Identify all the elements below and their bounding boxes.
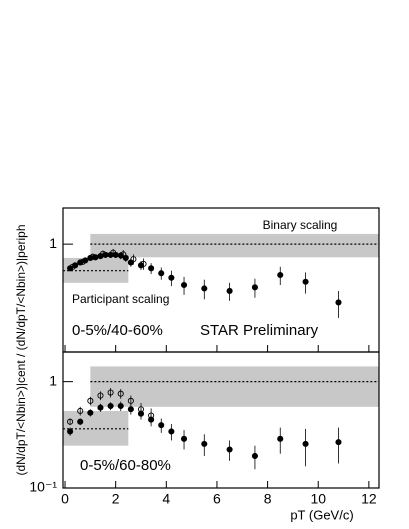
data-point bbox=[117, 402, 124, 410]
y-tick-label: 1 bbox=[49, 372, 57, 388]
data-point bbox=[99, 250, 107, 257]
data-point bbox=[201, 440, 208, 447]
data-point bbox=[69, 263, 76, 270]
annotation: 0-5%/60-80% bbox=[80, 457, 171, 474]
data-point bbox=[277, 435, 284, 442]
data-point bbox=[130, 256, 137, 263]
data-point bbox=[335, 439, 342, 446]
x-tick-label: 6 bbox=[213, 491, 221, 507]
data-point bbox=[127, 397, 134, 404]
data-point bbox=[168, 274, 175, 281]
x-tick-label: 0 bbox=[61, 491, 69, 507]
data-point bbox=[226, 446, 233, 453]
data-point bbox=[302, 278, 309, 285]
data-point bbox=[277, 271, 284, 279]
x-axis-label: pT (GeV/c) bbox=[290, 507, 353, 522]
data-point bbox=[97, 392, 104, 399]
annotation: Participant scaling bbox=[72, 292, 169, 306]
data-point bbox=[251, 452, 258, 460]
y-tick-label: 1 bbox=[49, 235, 57, 251]
x-tick-label: 8 bbox=[264, 491, 272, 507]
data-point bbox=[87, 409, 94, 416]
data-point bbox=[110, 249, 117, 256]
data-point bbox=[127, 406, 134, 413]
data-point bbox=[67, 428, 74, 435]
data-point bbox=[148, 412, 155, 419]
data-point bbox=[180, 435, 188, 442]
scaling-band bbox=[90, 233, 379, 258]
x-tick-label: 4 bbox=[162, 491, 170, 507]
data-point bbox=[107, 389, 114, 396]
data-point bbox=[89, 253, 96, 260]
x-tick-label: 10 bbox=[310, 491, 326, 507]
data-point bbox=[137, 406, 145, 413]
scaling-band bbox=[90, 366, 379, 407]
annotation: Binary scaling bbox=[263, 218, 338, 232]
data-point bbox=[67, 418, 74, 425]
y-tick-label: 10⁻¹ bbox=[29, 479, 57, 495]
data-point bbox=[251, 284, 258, 291]
data-point bbox=[120, 251, 127, 258]
data-point bbox=[87, 397, 94, 404]
data-point bbox=[158, 422, 165, 429]
x-tick-label: 12 bbox=[361, 491, 377, 507]
data-point bbox=[79, 258, 86, 265]
data-point bbox=[302, 440, 309, 447]
data-point bbox=[107, 402, 114, 410]
x-tick-label: 2 bbox=[112, 491, 120, 507]
data-point bbox=[148, 265, 155, 272]
data-point bbox=[77, 418, 84, 425]
data-point bbox=[117, 390, 124, 397]
data-point bbox=[77, 407, 84, 415]
data-point bbox=[97, 404, 104, 411]
data-point bbox=[180, 281, 188, 289]
data-point bbox=[226, 287, 233, 294]
annotation: 0-5%/40-60% bbox=[72, 322, 163, 339]
data-point bbox=[140, 260, 147, 267]
annotation: STAR Preliminary bbox=[200, 322, 319, 339]
data-point bbox=[201, 285, 208, 292]
y-axis-label: (dN/dpT/<Nbin>)|cent / (dN/dpT/<Nbin>)|p… bbox=[14, 224, 28, 475]
data-point bbox=[335, 299, 342, 306]
plot-frame bbox=[62, 351, 380, 489]
data-point bbox=[122, 254, 129, 261]
data-point bbox=[168, 428, 175, 435]
data-point bbox=[158, 270, 165, 277]
